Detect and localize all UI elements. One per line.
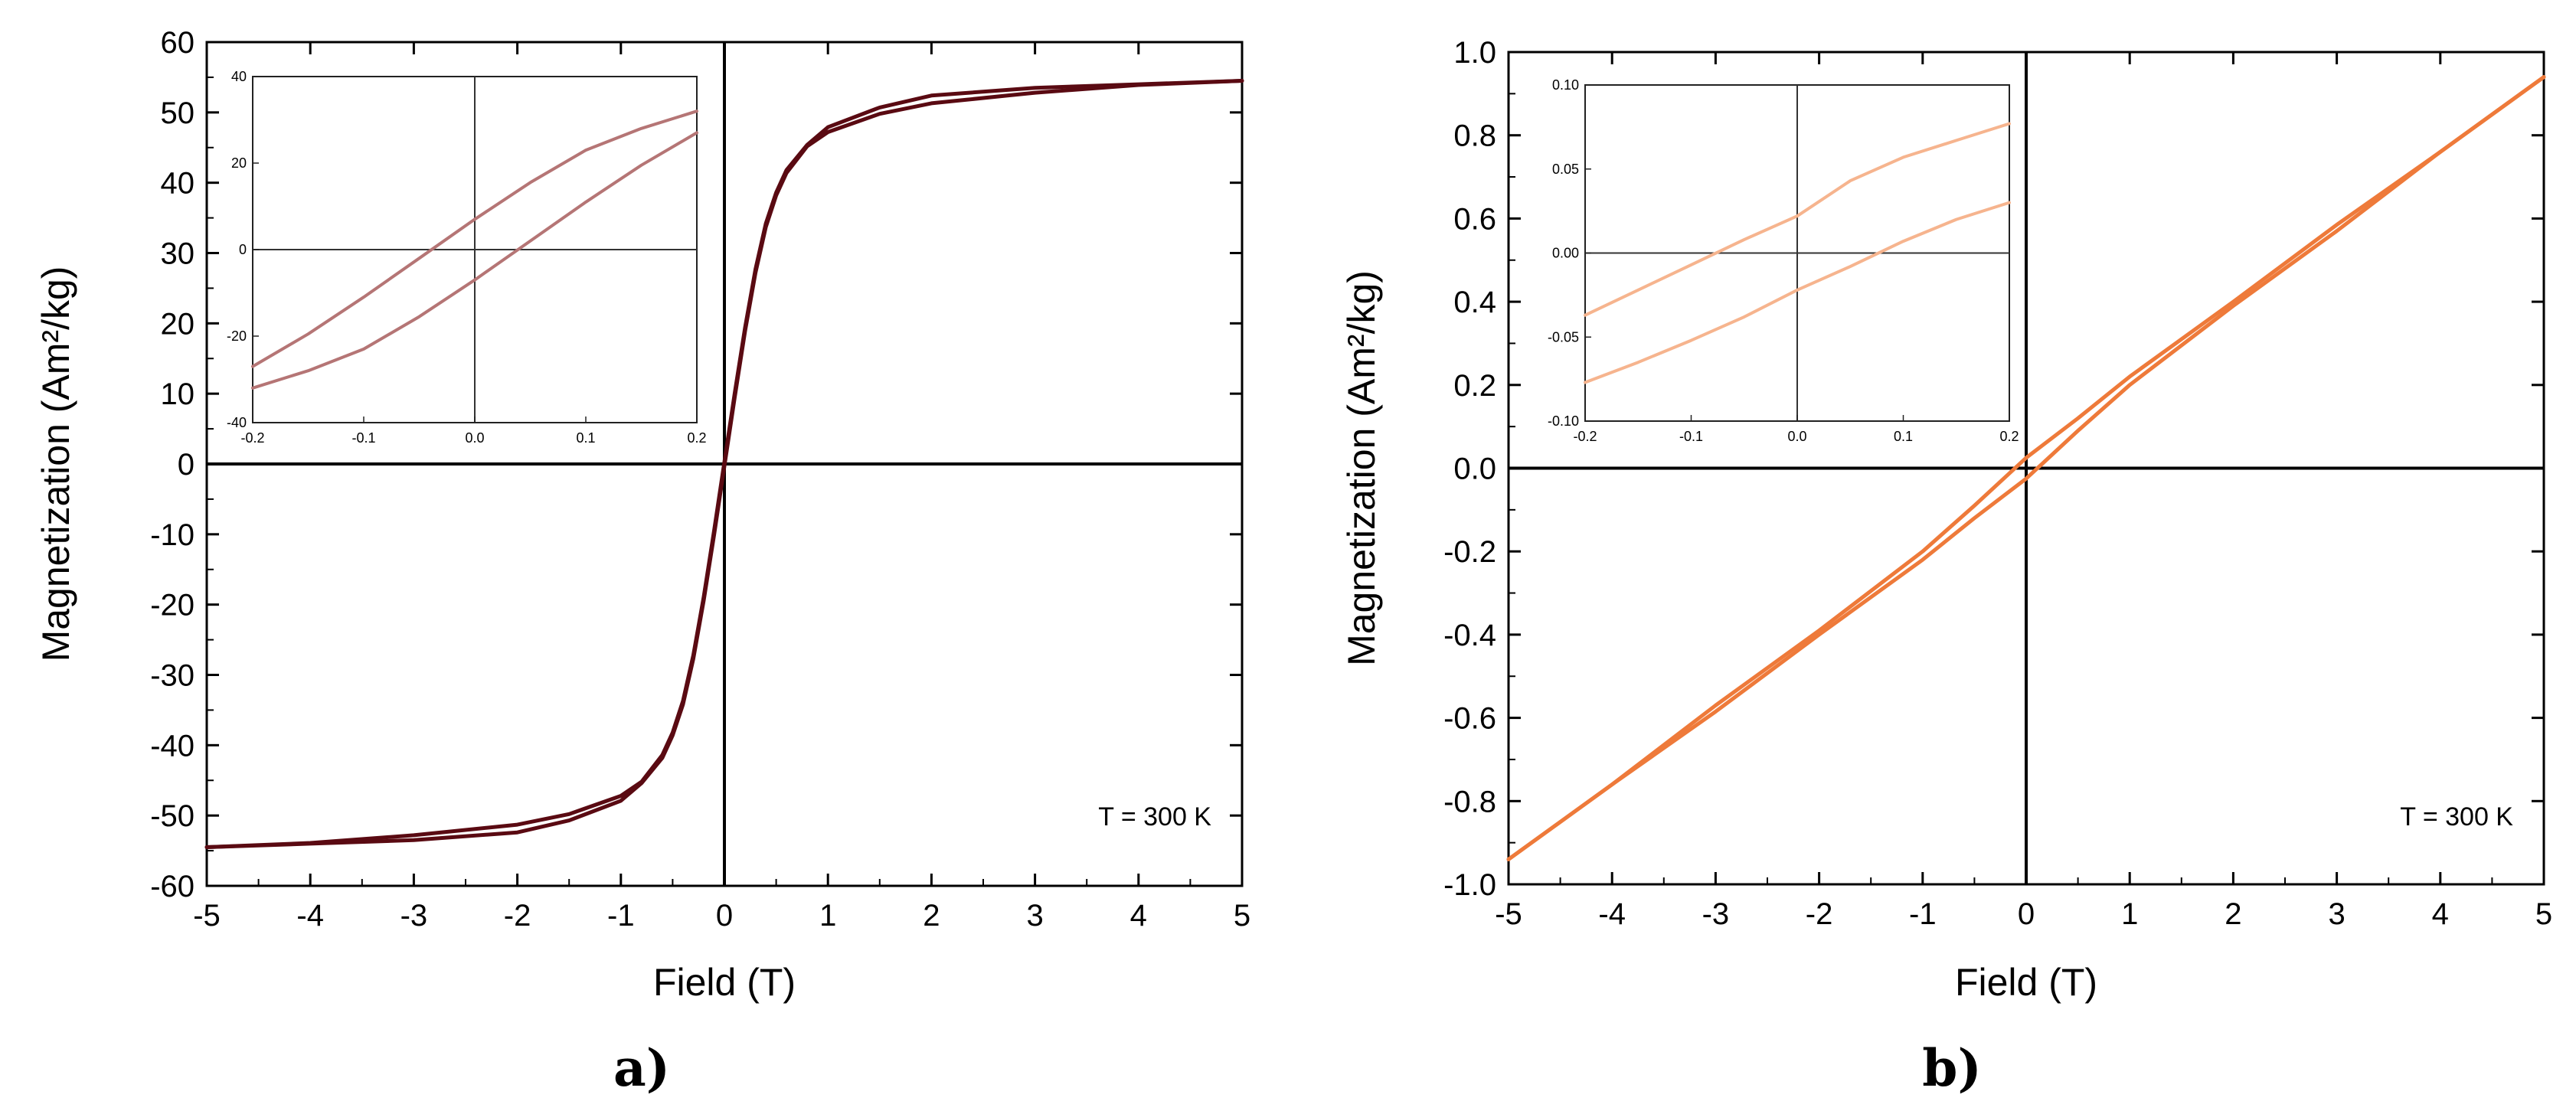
panel-b: -5 -4 -3 -2 -1 0 1 2 3 4 51.00.80.60.40.20.0-0.2-0… — [1340, 36, 2552, 1004]
panel-a-y-tick-label: 50 — [161, 96, 195, 130]
panel-b-x-tick-label: 3 — [2328, 897, 2345, 931]
panel-a-x-tick-label: -5 — [193, 899, 221, 933]
panel-a-inset-x-tick-label: 0.2 — [687, 430, 706, 446]
panel-b-y-tick-label: -0.8 — [1443, 785, 1496, 818]
panel-label-b: b) — [1922, 1038, 1981, 1098]
panel-b-y-tick-label: 0.6 — [1453, 202, 1496, 236]
panel-a-inset-y-tick-label: -20 — [227, 328, 247, 344]
panel-b-temperature-annotation: T = 300 K — [2400, 802, 2513, 831]
panel-b-y-tick-label: -0.4 — [1443, 619, 1496, 652]
panel-b-y-tick-label: 0.4 — [1453, 286, 1496, 319]
panel-a-inset-x-tick-label: 0.0 — [465, 430, 484, 446]
panel-a-inset-x-tick-label: 0.1 — [576, 430, 595, 446]
panel-b-inset-series-line-2 — [1584, 201, 2011, 384]
panel-a-inset-x-tick-label: -0.2 — [240, 430, 264, 446]
panel-a-inset-series-line-2 — [251, 131, 698, 390]
panel-a-x-tick-label: -2 — [504, 899, 531, 933]
panel-b-inset-series-line-1 — [1584, 122, 2011, 317]
panel-b-y-tick-label: -0.2 — [1443, 535, 1496, 569]
panel-a-y-tick-label: 30 — [161, 237, 195, 271]
panel-a-inset: -0.2 -0.1 0.0 0.1 0.2 40 20 0 -20 -40 — [227, 69, 707, 446]
panel-b-series-line-1 — [1506, 75, 2546, 861]
panel-a-y-tick-label: -40 — [150, 729, 195, 763]
panel-b-x-tick-label: -3 — [1702, 897, 1730, 931]
panel-a-y-tick-label: -50 — [150, 799, 195, 833]
panel-a-temperature-annotation: T = 300 K — [1098, 802, 1211, 831]
panel-a-y-tick-label: 20 — [161, 307, 195, 341]
panel-a-series-line-2 — [204, 79, 1244, 849]
panel-a-x-tick-label: -3 — [400, 899, 428, 933]
panel-a-y-axis-title: Magnetization (Am²/kg) — [34, 266, 77, 662]
panel-a-x-tick-label: 0 — [716, 899, 733, 933]
panel-a-inset-y-tick-label: 40 — [231, 69, 247, 84]
panel-b-x-tick-label: 1 — [2121, 897, 2138, 931]
panel-b-x-tick-label: 0 — [2018, 897, 2035, 931]
panel-b-x-tick-label: 5 — [2535, 897, 2552, 931]
panel-a-x-axis-title: Field (T) — [653, 961, 796, 1004]
panel-b-x-axis-title: Field (T) — [1955, 961, 2097, 1004]
panel-a-y-tick-label: -60 — [150, 870, 195, 903]
panel-b-y-tick-label: 0.2 — [1453, 369, 1496, 403]
panel-a-inset-y-tick-label: 0 — [239, 242, 247, 257]
panel-b-y-axis-title: Magnetization (Am²/kg) — [1340, 270, 1383, 666]
panel-b-y-tick-label: -1.0 — [1443, 868, 1496, 902]
panel-a-x-tick-label: 2 — [923, 899, 940, 933]
panel-a-inset-series-line-1 — [251, 109, 698, 368]
panel-a-inset-x-tick-label: -0.1 — [351, 430, 375, 446]
panel-b-inset-x-tick-label: -0.2 — [1573, 429, 1597, 444]
panel-a-y-tick-label: -30 — [150, 659, 195, 693]
panel-a-x-tick-label: 1 — [819, 899, 836, 933]
panel-b-x-tick-label: 4 — [2432, 897, 2449, 931]
panel-b-inset-y-tick-label: 0.10 — [1552, 77, 1579, 93]
panel-b-inset-y-tick-label: 0.05 — [1552, 162, 1579, 177]
panel-b-inset-y-tick-label: -0.05 — [1548, 329, 1579, 345]
panel-a-y-tick-label: 10 — [161, 377, 195, 411]
panel-b-x-tick-label: -4 — [1598, 897, 1626, 931]
panel-a-y-tick-label: 40 — [161, 167, 195, 201]
panel-b-inset: -0.2 -0.1 0.0 0.1 0.2 0.10 0.05 0.00 -0.05 -0.10 — [1548, 77, 2019, 444]
panel-b-inset-y-tick-label: -0.10 — [1548, 413, 1579, 429]
panel-b-x-tick-label: 2 — [2225, 897, 2241, 931]
panel-a-x-tick-label: -1 — [607, 899, 635, 933]
panel-b-series-line-2 — [1506, 75, 2546, 861]
panel-a-inset-y-tick-label: -40 — [227, 415, 247, 430]
panel-b-y-tick-label: 1.0 — [1453, 36, 1496, 70]
panel-b-y-tick-label: -0.6 — [1443, 702, 1496, 736]
panel-a: -5 -4 -3 -2 -1 0 1 2 3 4 56050403020100-10-20-30-4… — [34, 26, 1250, 1004]
panel-a-y-tick-label: -10 — [150, 518, 195, 552]
panel-a-y-tick-label: -20 — [150, 589, 195, 622]
panel-b-inset-x-tick-label: -0.1 — [1679, 429, 1703, 444]
panel-b-x-tick-label: -5 — [1495, 897, 1522, 931]
panel-b-x-tick-label: -2 — [1806, 897, 1833, 931]
panel-b-y-tick-label: 0.0 — [1453, 452, 1496, 486]
panel-b-x-tick-label: -1 — [1909, 897, 1937, 931]
panel-b-inset-x-tick-label: 0.1 — [1894, 429, 1913, 444]
panel-a-y-tick-label: 0 — [178, 448, 195, 482]
panel-a-inset-y-tick-label: 20 — [231, 155, 247, 171]
panel-a-x-tick-label: 3 — [1026, 899, 1043, 933]
panel-a-y-tick-label: 60 — [161, 26, 195, 60]
panel-a-x-tick-label: 4 — [1130, 899, 1147, 933]
panel-label-a: a) — [613, 1038, 670, 1098]
panel-b-inset-x-tick-label: 0.2 — [1999, 429, 2019, 444]
panel-b-y-tick-label: 0.8 — [1453, 119, 1496, 153]
panel-a-x-tick-label: 5 — [1234, 899, 1250, 933]
panel-b-inset-y-tick-label: 0.00 — [1552, 246, 1579, 261]
panel-b-inset-x-tick-label: 0.0 — [1787, 429, 1806, 444]
panel-a-x-tick-label: -4 — [296, 899, 324, 933]
